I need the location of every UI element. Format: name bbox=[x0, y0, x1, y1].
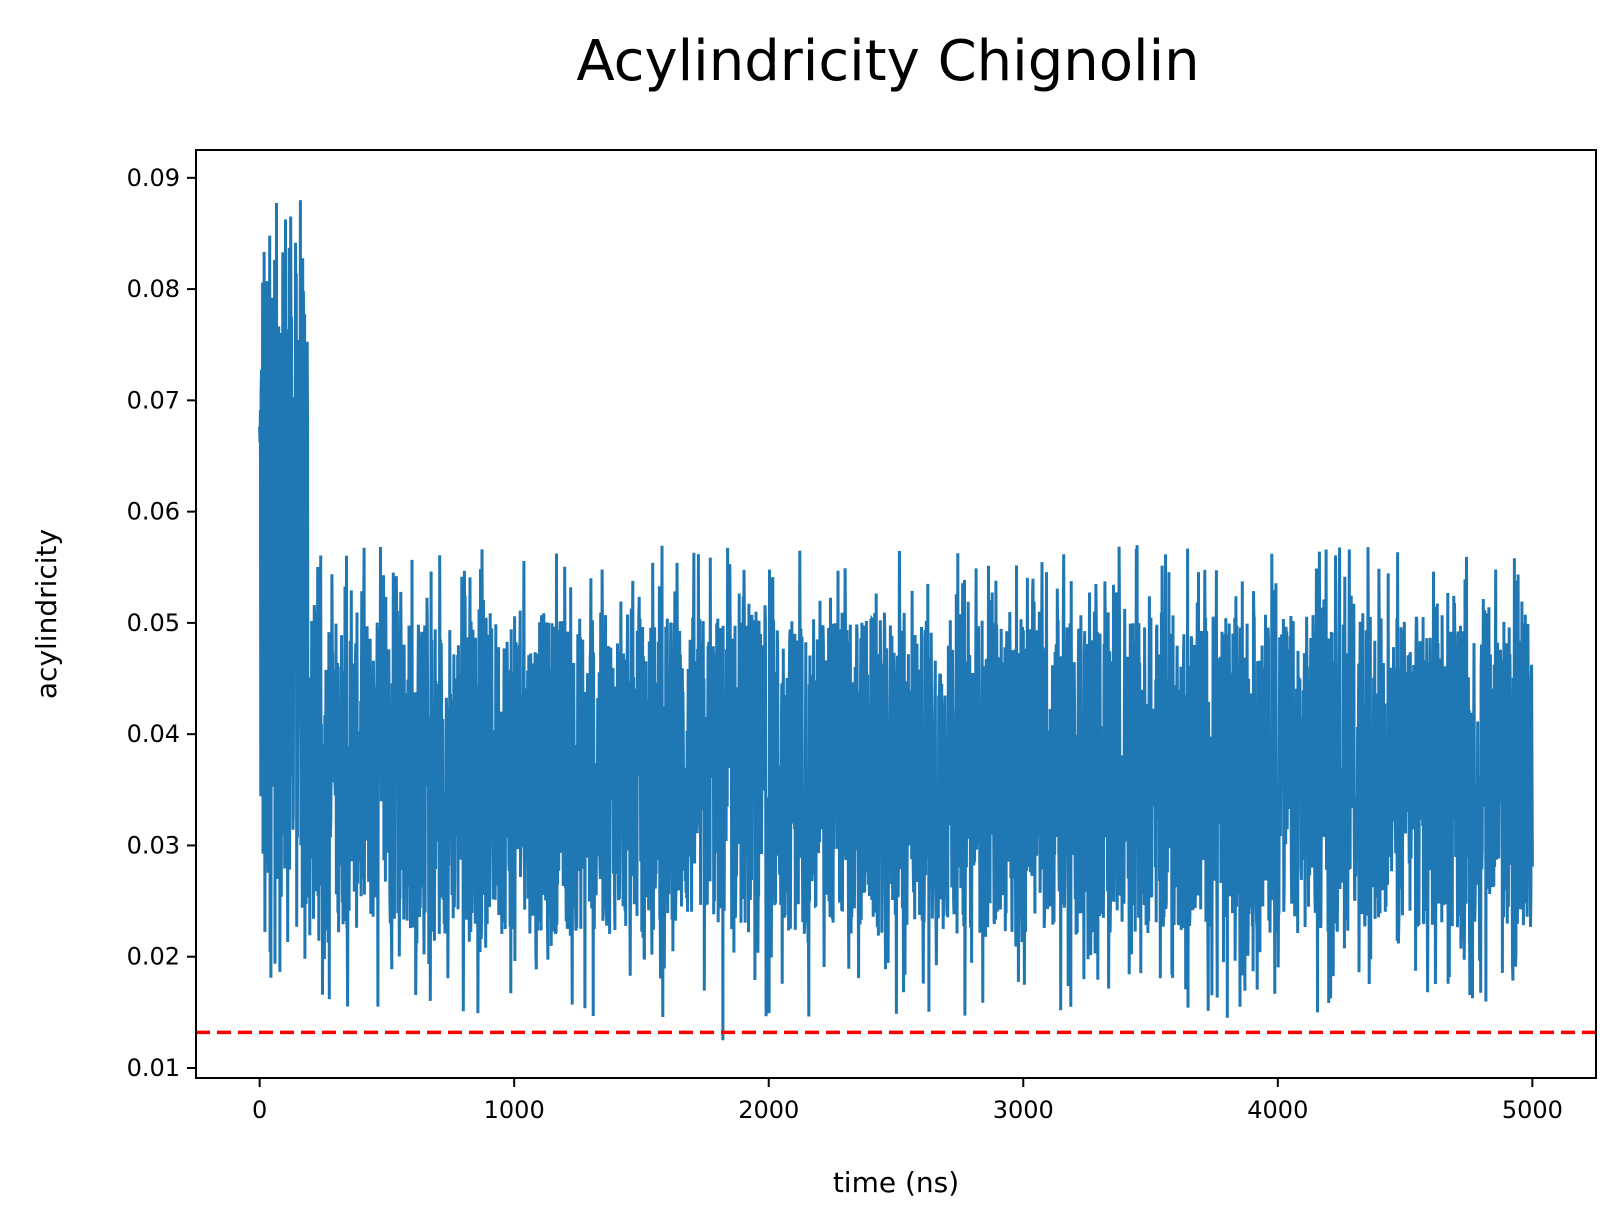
x-tick-label: 0 bbox=[252, 1096, 267, 1124]
x-tick-label: 5000 bbox=[1502, 1096, 1563, 1124]
y-tick-label: 0.04 bbox=[127, 720, 180, 748]
x-tick-label: 3000 bbox=[993, 1096, 1054, 1124]
x-axis-ticks: 0 1000 2000 3000 4000 5000 bbox=[252, 1078, 1563, 1124]
y-tick-label: 0.05 bbox=[127, 609, 180, 637]
plot-frame bbox=[195, 149, 1597, 1079]
y-axis-ticks: 0.01 0.02 0.03 0.04 0.05 0.06 0.07 0.08 0.09 bbox=[127, 164, 196, 1082]
y-tick-label: 0.09 bbox=[127, 164, 180, 192]
x-tick-label: 2000 bbox=[738, 1096, 799, 1124]
series-line-group bbox=[258, 200, 1534, 1041]
x-tick-label: 4000 bbox=[1247, 1096, 1308, 1124]
y-tick-label: 0.08 bbox=[127, 275, 180, 303]
y-axis-label: acylindricity bbox=[30, 529, 63, 699]
x-tick-label: 1000 bbox=[484, 1096, 545, 1124]
y-tick-label: 0.07 bbox=[127, 386, 180, 414]
series-line bbox=[258, 200, 1534, 1041]
x-axis-label: time (ns) bbox=[833, 1166, 959, 1199]
y-tick-label: 0.01 bbox=[127, 1054, 180, 1082]
y-tick-label: 0.06 bbox=[127, 498, 180, 526]
y-tick-label: 0.02 bbox=[127, 943, 180, 971]
y-tick-label: 0.03 bbox=[127, 831, 180, 859]
chart-title: Acylindricity Chignolin bbox=[576, 29, 1199, 94]
